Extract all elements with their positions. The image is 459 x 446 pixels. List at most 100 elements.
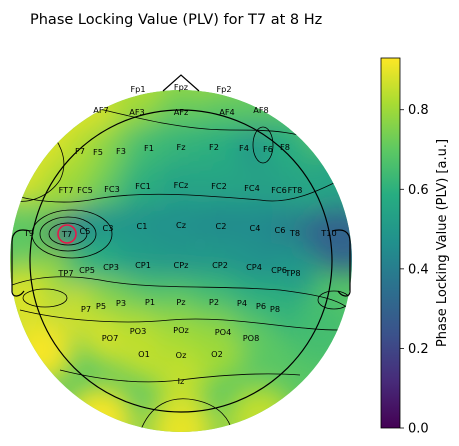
colorbar-tick-label: 0.8 [408,103,429,118]
electrode-label-f3: F3 [116,146,126,156]
contour-line [48,222,88,246]
field-blob-edge [147,396,215,432]
electrode-label-po8: PO8 [243,333,260,343]
electrode-label-cp3: CP3 [103,262,119,272]
electrode-label-p1: P1 [145,297,155,307]
electrode-label-p5: P5 [96,301,106,311]
field-blob-o2 [191,328,243,380]
electrode-label-f7: F7 [75,146,85,156]
electrode-label-t8: T8 [289,228,300,238]
electrode-label-t9: T9 [23,228,34,238]
electrode-label-p4: P4 [237,298,247,308]
electrode-label-fp1: Fp1 [130,84,145,94]
electrode-labels: Fp1 Fpz Fp2 AF7 AF3 AFz AF4 AF8 F7 F5 F3 F1 Fz F2 F4 F6… [23,82,337,386]
contour-line [252,126,274,164]
electrode-label-f5: F5 [93,147,103,157]
electrode-label-af7: AF7 [93,105,109,115]
electrode-label-af3: AF3 [129,107,145,117]
electrode-label-p6: P6 [256,301,266,311]
electrode-label-p8: P8 [270,304,280,314]
electrode-label-afz: AFz [174,107,189,117]
electrode-label-c5: C5 [80,226,91,236]
electrode-label-po4: PO4 [215,327,232,337]
electrode-label-ft8: FT8 [288,185,303,195]
electrode-label-c6: C6 [275,225,286,235]
electrode-label-p7: P7 [81,304,91,314]
electrode-label-cp6: CP6 [271,265,287,275]
contour-line [39,216,97,252]
electrode-label-oz: Oz [176,350,187,360]
electrode-label-fp2: Fp2 [216,84,231,94]
electrode-label-t10: T10 [320,228,336,238]
electrode-label-f1: F1 [144,143,154,153]
electrode-label-po3: PO3 [130,326,147,336]
electrode-label-fc3: FC3 [104,184,120,194]
electrode-label-cp5: CP5 [79,265,95,275]
electrode-label-c2: C2 [216,221,227,231]
electrode-label-cpz: CPz [174,260,189,270]
electrode-label-tp8: TP8 [284,268,300,278]
contour-line [19,309,341,331]
field-blob-edge [10,266,54,334]
electrode-label-c1: C1 [137,221,148,231]
electrode-label-cz: Cz [176,220,186,230]
head-circle [29,109,333,413]
electrode-label-fpz: Fpz [174,82,188,92]
contour-line [11,276,351,311]
left-ear [11,229,31,297]
contour-line [139,398,233,432]
electrode-label-cp1: CP1 [135,260,151,270]
electrode-label-p2: P2 [209,297,219,307]
contour-line [11,179,341,203]
electrode-label-cp4: CP4 [246,262,262,272]
field-blob-ft8 [269,164,321,216]
colorbar-frame [380,57,401,429]
field-blob-fc1 [117,160,169,212]
electrode-label-po7: PO7 [102,333,119,343]
electrode-label-o2: O2 [211,349,223,359]
electrode-label-f8: F8 [280,142,290,152]
contour-line [59,369,301,383]
electrode-label-o1: O1 [138,349,150,359]
chart-title: Phase Locking Value (PLV) for T7 at 8 Hz [30,12,322,28]
electrode-label-af4: AF4 [219,107,235,117]
right-ear [331,229,351,297]
electrode-label-tp7: TP7 [57,268,73,278]
colorbar-tick-label: 0.0 [408,422,429,437]
electrode-label-fc6: FC6 [271,185,287,195]
electrode-label-c4: C4 [250,223,261,233]
field-blob-fcz [155,159,207,211]
colorbar-tick-label: 0.4 [408,262,429,277]
colorbar: 0.0 0.2 0.4 0.6 0.8 Phase Locking Value (PLV… [380,57,450,437]
electrode-label-fz: Fz [176,142,185,152]
electrode-label-fc1: FC1 [135,181,151,191]
field-blob-t9 [10,207,55,259]
electrode-label-cp2: CP2 [212,260,228,270]
electrode-label-f2: F2 [209,142,219,152]
electrode-label-af8: AF8 [253,105,269,115]
head-outline [11,74,351,413]
field-blob-c1 [116,200,168,252]
electrode-label-iz: Iz [178,376,185,386]
electrode-label-fcz: FCz [174,180,189,190]
electrode-label-pz: Pz [176,297,185,307]
colorbar-gradient [381,58,400,428]
field-blob-cpz [155,239,207,291]
electrode-label-fc4: FC4 [244,183,260,193]
field-blob-o1 [118,328,170,380]
electrode-label-c3: C3 [103,223,114,233]
electrode-label-f6: F6 [263,144,273,154]
electrode-label-f4: F4 [239,143,249,153]
electrode-label-ft7: FT7 [59,185,74,195]
colorbar-label: Phase Locking Value (PLV) [a.u.] [435,139,450,347]
colorbar-tick-label: 0.6 [408,183,429,198]
contour-line [22,288,68,308]
electrode-label-fc5: FC5 [77,185,93,195]
topomap-field [10,90,352,432]
electrode-label-t7: T7 [61,229,72,239]
field-blob-cz [155,199,207,251]
field-blob-iz [155,355,207,407]
colorbar-ticks: 0.0 0.2 0.4 0.6 0.8 [400,103,429,437]
seed-marker [57,224,77,244]
